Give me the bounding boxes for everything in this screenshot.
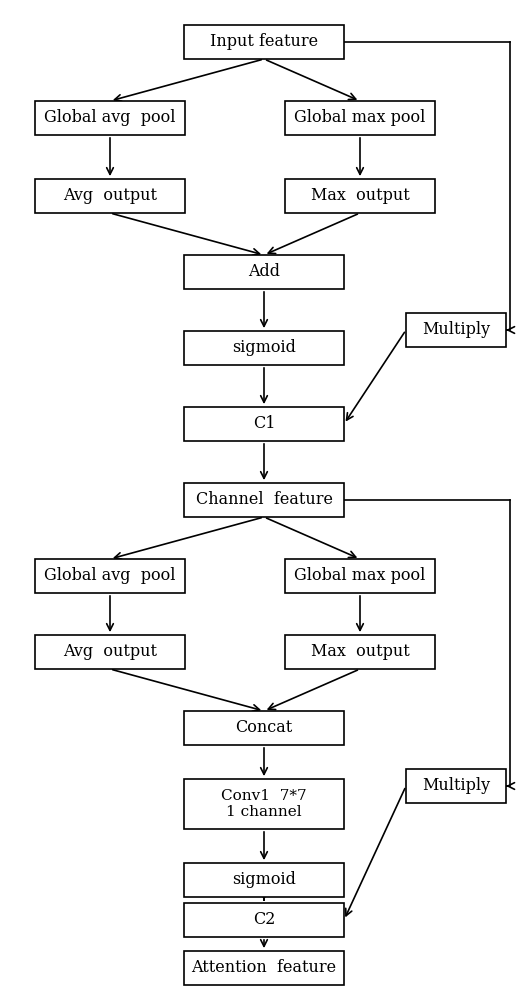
- Bar: [184, 483, 344, 517]
- Bar: [184, 903, 344, 937]
- Bar: [35, 179, 185, 213]
- Text: Max  output: Max output: [310, 188, 409, 205]
- Text: Channel  feature: Channel feature: [195, 491, 333, 508]
- Bar: [184, 779, 344, 829]
- Text: sigmoid: sigmoid: [232, 871, 296, 888]
- Bar: [184, 331, 344, 365]
- Bar: [184, 25, 344, 59]
- Bar: [285, 635, 435, 669]
- Text: C2: C2: [253, 912, 275, 928]
- Bar: [35, 101, 185, 135]
- Text: Multiply: Multiply: [422, 322, 490, 338]
- Text: C1: C1: [253, 416, 275, 432]
- Text: Attention  feature: Attention feature: [192, 960, 336, 976]
- Text: Add: Add: [248, 263, 280, 280]
- Text: Conv1  7*7
1 channel: Conv1 7*7 1 channel: [221, 789, 307, 819]
- Bar: [285, 559, 435, 593]
- Bar: [184, 407, 344, 441]
- Bar: [184, 255, 344, 289]
- Text: Max  output: Max output: [310, 644, 409, 660]
- Text: sigmoid: sigmoid: [232, 340, 296, 357]
- Bar: [35, 559, 185, 593]
- Bar: [406, 769, 506, 803]
- Bar: [285, 179, 435, 213]
- Text: Concat: Concat: [235, 720, 293, 736]
- Text: Avg  output: Avg output: [63, 188, 157, 205]
- Text: Global avg  pool: Global avg pool: [44, 109, 176, 126]
- Bar: [285, 101, 435, 135]
- Bar: [35, 635, 185, 669]
- Text: Input feature: Input feature: [210, 33, 318, 50]
- Bar: [184, 863, 344, 897]
- Text: Avg  output: Avg output: [63, 644, 157, 660]
- Text: Global max pool: Global max pool: [294, 568, 426, 584]
- Bar: [184, 951, 344, 985]
- Bar: [406, 313, 506, 347]
- Text: Global max pool: Global max pool: [294, 109, 426, 126]
- Text: Multiply: Multiply: [422, 778, 490, 794]
- Text: Global avg  pool: Global avg pool: [44, 568, 176, 584]
- Bar: [184, 711, 344, 745]
